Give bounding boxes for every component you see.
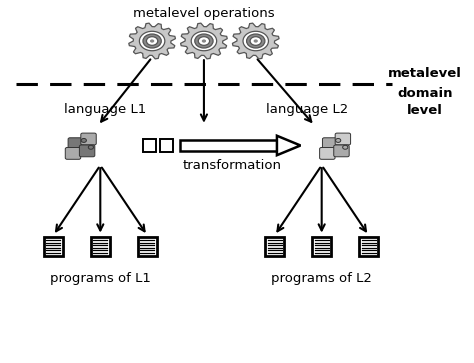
FancyBboxPatch shape (265, 237, 284, 256)
FancyBboxPatch shape (65, 147, 81, 159)
Polygon shape (232, 23, 279, 59)
FancyBboxPatch shape (44, 237, 63, 256)
FancyBboxPatch shape (143, 139, 156, 152)
FancyBboxPatch shape (334, 145, 349, 157)
Circle shape (139, 31, 165, 51)
Text: language L2: language L2 (266, 103, 349, 116)
Circle shape (150, 39, 154, 43)
Circle shape (146, 37, 158, 45)
Circle shape (243, 31, 268, 51)
Circle shape (250, 37, 261, 45)
Circle shape (336, 138, 341, 142)
Circle shape (143, 34, 161, 48)
FancyBboxPatch shape (359, 237, 378, 256)
Circle shape (254, 39, 258, 43)
Circle shape (246, 34, 265, 48)
Polygon shape (181, 23, 227, 59)
Text: metalevel: metalevel (388, 67, 462, 80)
FancyBboxPatch shape (138, 237, 157, 256)
Text: language L1: language L1 (64, 103, 146, 116)
Polygon shape (277, 136, 301, 155)
Text: programs of L1: programs of L1 (50, 272, 151, 285)
FancyBboxPatch shape (335, 133, 351, 145)
FancyBboxPatch shape (319, 147, 335, 159)
FancyBboxPatch shape (312, 237, 331, 256)
Circle shape (191, 31, 217, 51)
FancyBboxPatch shape (80, 145, 95, 157)
FancyBboxPatch shape (160, 139, 173, 152)
Text: transformation: transformation (182, 159, 282, 172)
Circle shape (88, 145, 93, 149)
FancyBboxPatch shape (91, 237, 109, 256)
Circle shape (198, 37, 210, 45)
FancyBboxPatch shape (181, 140, 277, 151)
Polygon shape (129, 23, 175, 59)
Text: programs of L2: programs of L2 (271, 272, 372, 285)
Circle shape (343, 145, 348, 149)
FancyBboxPatch shape (81, 133, 96, 145)
Text: domain
level: domain level (398, 87, 453, 117)
FancyBboxPatch shape (322, 138, 338, 150)
Circle shape (81, 138, 86, 142)
Circle shape (202, 39, 206, 43)
Text: metalevel operations: metalevel operations (133, 8, 275, 20)
Circle shape (195, 34, 213, 48)
FancyBboxPatch shape (68, 138, 83, 150)
